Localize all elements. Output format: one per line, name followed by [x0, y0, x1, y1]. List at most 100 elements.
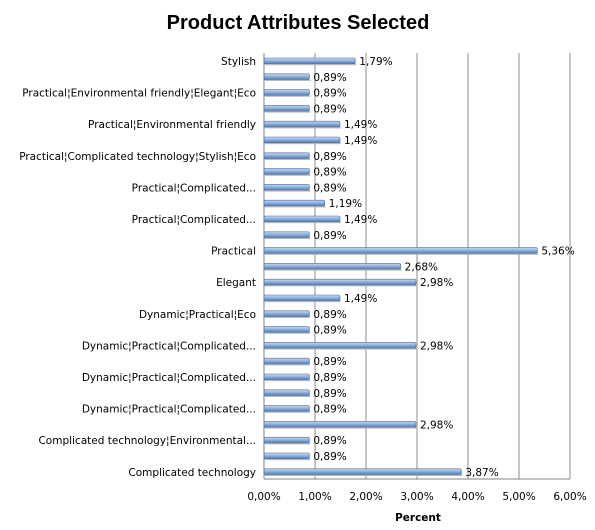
bar [263, 152, 310, 160]
bar [263, 452, 310, 460]
bar [263, 405, 310, 412]
category-labels: Stylish Practical¦Environmental friendly¦… [19, 56, 256, 479]
bar-shadow [265, 206, 326, 208]
category-label: Dynamic¦Practical¦Complicated... [82, 372, 256, 384]
category-label: Complicated technology¦Environmental... [38, 435, 256, 447]
bar [263, 105, 310, 112]
bar-shadow [265, 411, 311, 413]
data-label: 0,89% [313, 435, 346, 447]
x-tick-label: 0,00% [247, 491, 280, 503]
bar [263, 263, 401, 270]
bar-shadow [265, 190, 311, 192]
data-label: 1,19% [329, 198, 362, 210]
category-label: Complicated technology [128, 467, 256, 479]
data-label: 1,49% [344, 214, 377, 226]
data-label: 0,89% [313, 167, 346, 179]
bar [263, 389, 310, 397]
category-label: Dynamic¦Practical¦Complicated... [82, 340, 256, 352]
x-axis-label: Percent [395, 512, 441, 524]
category-label: Stylish [221, 56, 256, 68]
bars [263, 57, 539, 476]
bar-shadow [265, 127, 341, 129]
bar [263, 468, 462, 476]
bar-shadow [265, 269, 402, 271]
bar-shadow [265, 253, 539, 255]
bar [263, 436, 310, 444]
x-tick-label: 2,00% [349, 491, 382, 503]
data-label: 3,87% [465, 467, 498, 479]
data-label: 0,89% [313, 325, 346, 337]
data-label: 0,89% [313, 103, 346, 115]
bar-shadow [265, 174, 311, 176]
value-labels: 1,79% 0,89% 0,89% 0,89% 1,49% 1,49% 0,89% 0,89%… [313, 56, 574, 479]
bar [263, 215, 341, 223]
bar [263, 421, 417, 428]
bar-shadow [265, 443, 311, 445]
x-tick-label: 6,00% [553, 491, 586, 503]
data-label: 2,98% [420, 419, 453, 431]
bar-shadow [265, 222, 341, 224]
x-tick-label: 5,00% [502, 491, 535, 503]
data-label: 1,79% [359, 56, 392, 68]
data-label: 2,98% [420, 277, 453, 289]
bar [263, 120, 341, 128]
bar-shadow [265, 64, 357, 66]
bar [263, 326, 310, 333]
category-label: Elegant [216, 277, 256, 289]
bar-shadow [265, 395, 311, 397]
category-label: Practical¦Environmental friendly¦Elegant… [22, 88, 256, 100]
data-label: 1,49% [344, 135, 377, 147]
bar [263, 89, 310, 96]
category-label: Dynamic¦Practical¦Complicated... [82, 404, 256, 416]
bar [263, 57, 356, 65]
category-label: Practical¦Complicated technology¦Stylish… [19, 151, 256, 163]
bar [263, 294, 341, 302]
bar [263, 278, 417, 286]
bar-shadow [265, 285, 417, 287]
bar-shadow [265, 427, 417, 429]
bar-shadow [265, 316, 311, 318]
bar [263, 184, 310, 191]
bar-shadow [265, 348, 417, 350]
data-label: 0,89% [313, 451, 346, 463]
bar [263, 136, 341, 144]
data-label: 0,89% [313, 388, 346, 400]
bar [263, 357, 310, 365]
bar-shadow [265, 143, 341, 145]
bar [263, 73, 310, 81]
bar [263, 231, 310, 239]
data-label: 5,36% [541, 246, 574, 258]
bar [263, 342, 417, 349]
x-axis-ticks: 0,00% 1,00% 2,00% 3,00% 4,00% 5,00% 6,00% [247, 491, 586, 503]
data-label: 0,89% [313, 309, 346, 321]
category-label: Practical¦Complicated... [132, 182, 256, 194]
data-label: 0,89% [313, 372, 346, 384]
data-label: 0,89% [313, 88, 346, 100]
data-label: 0,89% [313, 151, 346, 163]
category-label: Practical¦Complicated... [132, 214, 256, 226]
bar-shadow [265, 332, 311, 334]
x-tick-label: 1,00% [298, 491, 331, 503]
bar [263, 247, 538, 254]
bar-shadow [265, 380, 311, 382]
data-label: 0,89% [313, 72, 346, 84]
x-tick-label: 3,00% [400, 491, 433, 503]
bar [263, 310, 310, 318]
bar-shadow [265, 459, 311, 461]
data-label: 1,49% [344, 293, 377, 305]
data-label: 0,89% [313, 404, 346, 416]
chart-title: Product Attributes Selected [167, 12, 430, 34]
data-label: 0,89% [313, 356, 346, 368]
data-label: 2,68% [405, 261, 438, 273]
bar-shadow [265, 301, 341, 303]
bar-shadow [265, 474, 463, 476]
data-label: 1,49% [344, 119, 377, 131]
data-label: 2,98% [420, 340, 453, 352]
bar-shadow [265, 95, 311, 97]
bar-shadow [265, 111, 311, 113]
category-label: Practical [211, 246, 256, 258]
bar-shadow [265, 364, 311, 366]
category-label: Practical¦Environmental friendly [88, 119, 256, 131]
bar-shadow [265, 237, 311, 239]
